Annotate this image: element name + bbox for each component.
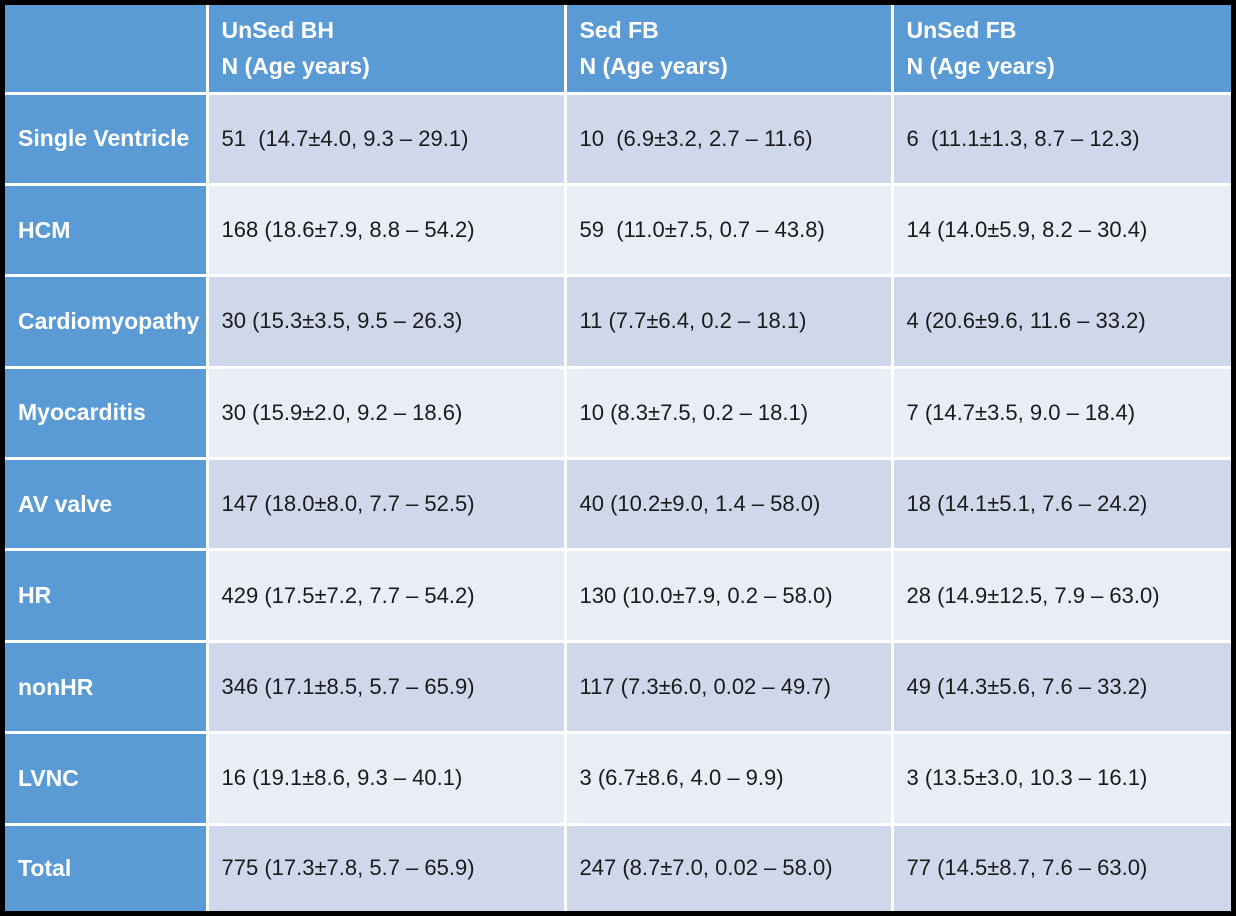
row-label: HR [5,549,209,643]
table-row-single-ventricle: Single Ventricle 51 (14.7±4.0, 9.3 – 29.… [5,93,1231,186]
column-header-unsed-fb: UnSed FB N (Age years) [892,5,1231,95]
data-cell: 147 (18.0±8.0, 7.7 – 52.5) [207,458,567,552]
data-cell: 28 (14.9±12.5, 7.9 – 63.0) [892,549,1231,643]
data-cell: 7 (14.7±3.5, 9.0 – 18.4) [892,367,1231,461]
row-label: Cardiomyopathy [5,275,209,369]
column-title: UnSed BH [221,17,334,44]
column-subtitle: N (Age years) [221,53,370,80]
row-label: LVNC [5,732,209,826]
column-header-unsed-bh: UnSed BH N (Age years) [207,5,567,95]
table-row-total: Total 775 (17.3±7.8, 5.7 – 65.9) 247 (8.… [5,824,1231,911]
data-cell: 18 (14.1±5.1, 7.6 – 24.2) [892,458,1231,552]
table-row-hcm: HCM 168 (18.6±7.9, 8.8 – 54.2) 59 (11.0±… [5,184,1231,278]
data-cell: 16 (19.1±8.6, 9.3 – 40.1) [207,732,567,826]
cohort-age-table: UnSed BH N (Age years) Sed FB N (Age yea… [5,5,1231,911]
header-row: UnSed BH N (Age years) Sed FB N (Age yea… [5,5,1231,95]
table-row-av-valve: AV valve 147 (18.0±8.0, 7.7 – 52.5) 40 (… [5,458,1231,552]
data-cell: 30 (15.3±3.5, 9.5 – 26.3) [207,275,567,369]
row-label: nonHR [5,641,209,735]
data-cell: 346 (17.1±8.5, 5.7 – 65.9) [207,641,567,735]
column-subtitle: N (Age years) [906,53,1055,80]
column-title: UnSed FB [906,17,1017,44]
data-cell: 10 (6.9±3.2, 2.7 – 11.6) [565,93,894,186]
column-header-sed-fb: Sed FB N (Age years) [565,5,894,95]
data-cell: 3 (6.7±8.6, 4.0 – 9.9) [565,732,894,826]
data-cell: 3 (13.5±3.0, 10.3 – 16.1) [892,732,1231,826]
row-label: Single Ventricle [5,93,209,186]
data-cell: 59 (11.0±7.5, 0.7 – 43.8) [565,184,894,278]
data-cell: 14 (14.0±5.9, 8.2 – 30.4) [892,184,1231,278]
table-row-cardiomyopathy: Cardiomyopathy 30 (15.3±3.5, 9.5 – 26.3)… [5,275,1231,369]
data-cell: 117 (7.3±6.0, 0.02 – 49.7) [565,641,894,735]
data-cell: 247 (8.7±7.0, 0.02 – 58.0) [565,824,894,911]
data-cell: 130 (10.0±7.9, 0.2 – 58.0) [565,549,894,643]
data-cell: 30 (15.9±2.0, 9.2 – 18.6) [207,367,567,461]
column-title: Sed FB [579,17,659,44]
row-label: Myocarditis [5,367,209,461]
row-label: HCM [5,184,209,278]
data-cell: 6 (11.1±1.3, 8.7 – 12.3) [892,93,1231,186]
data-cell: 429 (17.5±7.2, 7.7 – 54.2) [207,549,567,643]
row-label: AV valve [5,458,209,552]
data-cell: 49 (14.3±5.6, 7.6 – 33.2) [892,641,1231,735]
table-row-lvnc: LVNC 16 (19.1±8.6, 9.3 – 40.1) 3 (6.7±8.… [5,732,1231,826]
data-cell: 11 (7.7±6.4, 0.2 – 18.1) [565,275,894,369]
table-row-hr: HR 429 (17.5±7.2, 7.7 – 54.2) 130 (10.0±… [5,549,1231,643]
data-cell: 775 (17.3±7.8, 5.7 – 65.9) [207,824,567,911]
data-cell: 168 (18.6±7.9, 8.8 – 54.2) [207,184,567,278]
row-label: Total [5,824,209,911]
data-cell: 51 (14.7±4.0, 9.3 – 29.1) [207,93,567,186]
data-cell: 77 (14.5±8.7, 7.6 – 63.0) [892,824,1231,911]
data-cell: 40 (10.2±9.0, 1.4 – 58.0) [565,458,894,552]
table-row-nonhr: nonHR 346 (17.1±8.5, 5.7 – 65.9) 117 (7.… [5,641,1231,735]
data-cell: 10 (8.3±7.5, 0.2 – 18.1) [565,367,894,461]
corner-cell [5,5,209,95]
column-subtitle: N (Age years) [579,53,728,80]
table-frame: UnSed BH N (Age years) Sed FB N (Age yea… [5,5,1231,911]
data-cell: 4 (20.6±9.6, 11.6 – 33.2) [892,275,1231,369]
table-row-myocarditis: Myocarditis 30 (15.9±2.0, 9.2 – 18.6) 10… [5,367,1231,461]
